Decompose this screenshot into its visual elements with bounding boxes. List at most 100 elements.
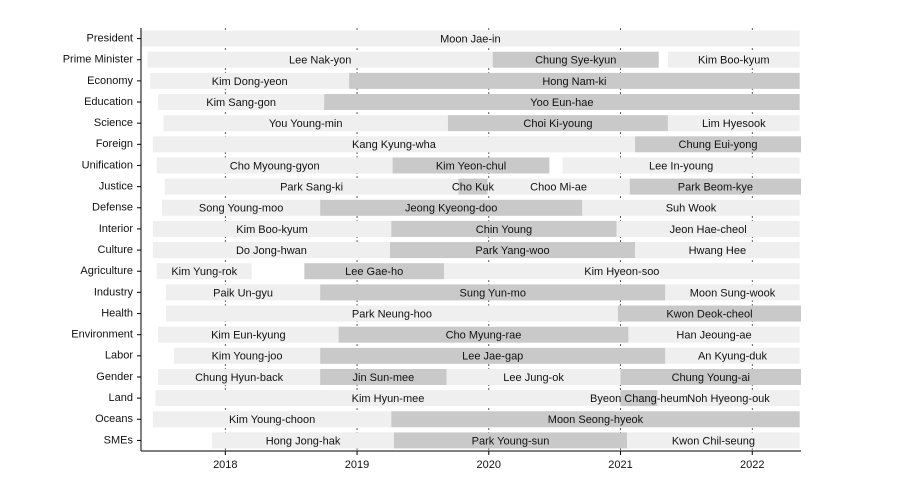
tenure-bar: [152, 136, 636, 153]
tenure-label: Paik Un-gyu: [213, 287, 273, 299]
tenure-label: Park Young-sun: [472, 435, 550, 447]
tenure-label: Chung Eui-yong: [679, 139, 758, 151]
tenure-label: Lee Gae-ho: [345, 266, 403, 278]
x-tick-label: 2019: [345, 459, 369, 471]
tenure-label: Byeon Chang-heum: [590, 393, 688, 405]
tenure-bar: [620, 368, 801, 385]
tenure-bar: [349, 72, 800, 89]
tenure-bar: [152, 220, 392, 237]
tenure-bar: [443, 263, 800, 280]
tenure-bar: [665, 347, 800, 364]
tenure-label: Jin Sun-mee: [353, 372, 415, 384]
tenure-label: Hwang Hee: [689, 245, 746, 257]
tenure-label: Lee In-young: [649, 160, 713, 172]
tenure-bar: [320, 284, 666, 301]
tenure-label: Lee Nak-yon: [289, 55, 351, 67]
tenure-label: Kang Kyung-wha: [352, 139, 437, 151]
tenure-bar: [164, 178, 459, 195]
tenure-bar: [304, 263, 444, 280]
tenure-bar: [158, 94, 325, 111]
tenure-bar: [156, 157, 393, 174]
tenure-label: Moon Sung-wook: [690, 287, 776, 299]
tenure-label: Kim Yung-rok: [171, 266, 237, 278]
tenure-bar: [391, 411, 800, 428]
tenure-label: Choi Ki-young: [523, 118, 592, 130]
tenure-label: Lim Hyesook: [702, 118, 766, 130]
tenure-label: Suh Wook: [666, 203, 717, 215]
tenure-label: Kim Hyun-mee: [352, 393, 425, 405]
tenure-bar: [155, 390, 621, 407]
tenure-bar: [166, 305, 618, 322]
y-tick-label: Economy: [87, 75, 133, 87]
tenure-bar: [152, 411, 392, 428]
tenure-bar: [628, 326, 800, 343]
x-tick-label: 2018: [213, 459, 237, 471]
tenure-bar: [447, 115, 668, 132]
tenure-bar: [163, 115, 448, 132]
tenure-label: Park Neung-hoo: [352, 308, 432, 320]
tenure-bar: [446, 368, 621, 385]
y-tick-label: Industry: [94, 286, 134, 298]
tenure-bar: [629, 178, 801, 195]
tenure-label: Park Beom-kye: [678, 182, 753, 194]
tenure-label: Moon Seong-hyeok: [548, 414, 644, 426]
tenure-label: Chin Young: [476, 224, 532, 236]
tenure-bar: [320, 368, 447, 385]
tenure-label: Kwon Chil-seung: [672, 435, 755, 447]
tenure-bar: [627, 432, 800, 449]
y-tick-label: Environment: [71, 329, 133, 341]
tenure-label: Cho Myoung-gyon: [230, 160, 320, 172]
tenure-bar: [166, 284, 321, 301]
tenure-bar: [141, 30, 800, 47]
bars: [141, 30, 801, 449]
tenure-bar: [338, 326, 629, 343]
tenure-bar: [147, 51, 493, 68]
tenure-label: Song Young-moo: [199, 203, 283, 215]
y-tick-label: President: [87, 32, 133, 44]
tenure-bar: [616, 220, 800, 237]
y-tick-label: Foreign: [96, 138, 133, 150]
tenure-label: Chung Sye-kyun: [535, 55, 616, 67]
y-tick-label: Science: [94, 117, 133, 129]
tenure-bar: [152, 242, 390, 259]
tenure-label: Hong Jong-hak: [266, 435, 341, 447]
tenure-bar: [665, 284, 800, 301]
tenure-label: Kim Young-joo: [212, 351, 283, 363]
y-tick-label: SMEs: [104, 434, 134, 446]
tenure-label: Kim Boo-kyum: [236, 224, 308, 236]
tenure-bar: [635, 136, 801, 153]
y-tick-label: Interior: [99, 223, 134, 235]
tenure-bar: [391, 220, 617, 237]
tenure-label: You Young-min: [269, 118, 343, 130]
tenure-label: Do Jong-hwan: [236, 245, 307, 257]
tenure-bar: [635, 242, 800, 259]
tenure-bar: [657, 390, 800, 407]
tenure-bar: [620, 390, 658, 407]
y-tick-label: Agriculture: [80, 265, 133, 277]
tenure-bar: [158, 368, 321, 385]
tenure-label: Han Jeoung-ae: [676, 330, 751, 342]
tenure-bar: [156, 263, 252, 280]
tenure-bar: [562, 157, 800, 174]
y-tick-label: Unification: [82, 159, 133, 171]
tenure-bar: [150, 72, 350, 89]
tenure-label: Choo Mi-ae: [530, 182, 587, 194]
tenure-label: Kim Eun-kyung: [211, 330, 286, 342]
tenure-bar: [582, 199, 800, 216]
tenure-bar: [158, 326, 339, 343]
x-tick-label: 2021: [608, 459, 632, 471]
y-tick-label: Health: [101, 307, 133, 319]
tenure-label: Chung Young-ai: [672, 372, 750, 384]
x-tick-label: 2020: [477, 459, 501, 471]
tenure-bar: [389, 242, 636, 259]
tenure-label: Kim Sang-gon: [206, 97, 276, 109]
tenure-label: Cho Kuk: [452, 182, 495, 194]
tenure-label: Park Yang-woo: [475, 245, 549, 257]
y-tick-label: Education: [84, 96, 133, 108]
tenure-bar: [162, 199, 321, 216]
tenure-label: Hong Nam-ki: [542, 76, 606, 88]
tenure-label: Sung Yun-mo: [460, 287, 526, 299]
tenure-label: Yoo Eun-hae: [530, 97, 593, 109]
tenure-bar: [320, 199, 583, 216]
